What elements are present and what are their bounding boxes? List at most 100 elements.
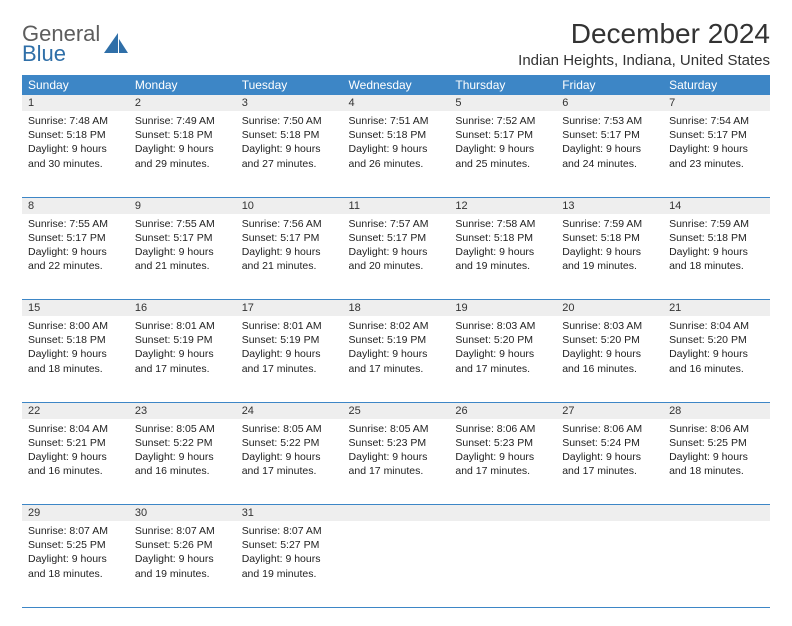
day-header: Saturday [663,75,770,95]
day-cell: Sunrise: 8:01 AMSunset: 5:19 PMDaylight:… [129,316,236,402]
sunset-text: Sunset: 5:18 PM [669,231,764,245]
daylight-text-1: Daylight: 9 hours [28,552,123,566]
daylight-text-2: and 27 minutes. [242,157,337,171]
day-header: Monday [129,75,236,95]
daylight-text-1: Daylight: 9 hours [135,245,230,259]
day-content: Sunrise: 7:49 AMSunset: 5:18 PMDaylight:… [129,111,236,177]
sunset-text: Sunset: 5:19 PM [349,333,444,347]
daylight-text-1: Daylight: 9 hours [349,142,444,156]
sunset-text: Sunset: 5:18 PM [349,128,444,142]
sunrise-text: Sunrise: 8:00 AM [28,319,123,333]
daylight-text-2: and 20 minutes. [349,259,444,273]
daylight-text-1: Daylight: 9 hours [349,347,444,361]
daylight-text-1: Daylight: 9 hours [242,142,337,156]
daylight-text-2: and 17 minutes. [242,362,337,376]
day-number [663,505,770,522]
day-number: 27 [556,402,663,419]
day-number: 11 [343,197,450,214]
day-content: Sunrise: 8:04 AMSunset: 5:20 PMDaylight:… [663,316,770,382]
day-content: Sunrise: 8:03 AMSunset: 5:20 PMDaylight:… [449,316,556,382]
sunset-text: Sunset: 5:23 PM [455,436,550,450]
day-cell: Sunrise: 7:59 AMSunset: 5:18 PMDaylight:… [556,214,663,300]
day-number-row: 15161718192021 [22,300,770,317]
day-cell [343,521,450,607]
daylight-text-2: and 17 minutes. [135,362,230,376]
daylight-text-2: and 17 minutes. [455,362,550,376]
sunset-text: Sunset: 5:21 PM [28,436,123,450]
daylight-text-1: Daylight: 9 hours [28,142,123,156]
sunrise-text: Sunrise: 7:56 AM [242,217,337,231]
daylight-text-2: and 23 minutes. [669,157,764,171]
day-cell: Sunrise: 7:49 AMSunset: 5:18 PMDaylight:… [129,111,236,197]
daylight-text-2: and 22 minutes. [28,259,123,273]
daylight-text-2: and 25 minutes. [455,157,550,171]
day-content: Sunrise: 8:07 AMSunset: 5:25 PMDaylight:… [22,521,129,587]
daylight-text-1: Daylight: 9 hours [135,552,230,566]
daylight-text-2: and 16 minutes. [135,464,230,478]
day-cell: Sunrise: 8:05 AMSunset: 5:23 PMDaylight:… [343,419,450,505]
day-number: 20 [556,300,663,317]
day-content: Sunrise: 7:58 AMSunset: 5:18 PMDaylight:… [449,214,556,280]
day-number: 28 [663,402,770,419]
day-number: 5 [449,95,556,111]
day-number: 18 [343,300,450,317]
day-cell: Sunrise: 7:50 AMSunset: 5:18 PMDaylight:… [236,111,343,197]
day-number: 26 [449,402,556,419]
day-number-row: 22232425262728 [22,402,770,419]
sunset-text: Sunset: 5:25 PM [669,436,764,450]
daylight-text-2: and 17 minutes. [455,464,550,478]
day-number: 6 [556,95,663,111]
day-cell [449,521,556,607]
location-text: Indian Heights, Indiana, United States [518,52,770,69]
day-header: Friday [556,75,663,95]
day-cell: Sunrise: 8:04 AMSunset: 5:21 PMDaylight:… [22,419,129,505]
sunset-text: Sunset: 5:24 PM [562,436,657,450]
sunset-text: Sunset: 5:27 PM [242,538,337,552]
daylight-text-2: and 18 minutes. [669,259,764,273]
day-cell: Sunrise: 8:07 AMSunset: 5:26 PMDaylight:… [129,521,236,607]
day-number: 17 [236,300,343,317]
daylight-text-2: and 29 minutes. [135,157,230,171]
sunrise-text: Sunrise: 7:55 AM [28,217,123,231]
day-header: Thursday [449,75,556,95]
week-row: Sunrise: 8:00 AMSunset: 5:18 PMDaylight:… [22,316,770,402]
day-cell: Sunrise: 8:03 AMSunset: 5:20 PMDaylight:… [449,316,556,402]
day-cell: Sunrise: 8:07 AMSunset: 5:27 PMDaylight:… [236,521,343,607]
day-number [449,505,556,522]
daylight-text-1: Daylight: 9 hours [135,450,230,464]
sunrise-text: Sunrise: 7:58 AM [455,217,550,231]
sunrise-text: Sunrise: 8:06 AM [669,422,764,436]
sunrise-text: Sunrise: 7:50 AM [242,114,337,128]
day-number: 3 [236,95,343,111]
brand-logo: General Blue [22,18,130,64]
sunset-text: Sunset: 5:17 PM [135,231,230,245]
daylight-text-1: Daylight: 9 hours [28,245,123,259]
day-cell: Sunrise: 7:54 AMSunset: 5:17 PMDaylight:… [663,111,770,197]
sunrise-text: Sunrise: 8:01 AM [135,319,230,333]
day-number: 8 [22,197,129,214]
day-cell: Sunrise: 8:05 AMSunset: 5:22 PMDaylight:… [129,419,236,505]
page-title: December 2024 [518,18,770,50]
daylight-text-1: Daylight: 9 hours [242,245,337,259]
sunrise-text: Sunrise: 7:57 AM [349,217,444,231]
week-row: Sunrise: 8:04 AMSunset: 5:21 PMDaylight:… [22,419,770,505]
sunrise-text: Sunrise: 8:03 AM [455,319,550,333]
sunrise-text: Sunrise: 7:51 AM [349,114,444,128]
daylight-text-1: Daylight: 9 hours [669,450,764,464]
sunset-text: Sunset: 5:18 PM [28,128,123,142]
sunset-text: Sunset: 5:20 PM [562,333,657,347]
day-cell: Sunrise: 7:52 AMSunset: 5:17 PMDaylight:… [449,111,556,197]
sunrise-text: Sunrise: 8:06 AM [455,422,550,436]
day-cell: Sunrise: 8:04 AMSunset: 5:20 PMDaylight:… [663,316,770,402]
day-cell: Sunrise: 7:56 AMSunset: 5:17 PMDaylight:… [236,214,343,300]
day-number: 4 [343,95,450,111]
day-content: Sunrise: 7:52 AMSunset: 5:17 PMDaylight:… [449,111,556,177]
day-cell: Sunrise: 7:59 AMSunset: 5:18 PMDaylight:… [663,214,770,300]
day-number-row: 891011121314 [22,197,770,214]
day-cell: Sunrise: 8:05 AMSunset: 5:22 PMDaylight:… [236,419,343,505]
day-cell: Sunrise: 7:51 AMSunset: 5:18 PMDaylight:… [343,111,450,197]
day-content: Sunrise: 8:01 AMSunset: 5:19 PMDaylight:… [129,316,236,382]
day-content: Sunrise: 8:07 AMSunset: 5:27 PMDaylight:… [236,521,343,587]
day-number: 31 [236,505,343,522]
sunset-text: Sunset: 5:17 PM [455,128,550,142]
